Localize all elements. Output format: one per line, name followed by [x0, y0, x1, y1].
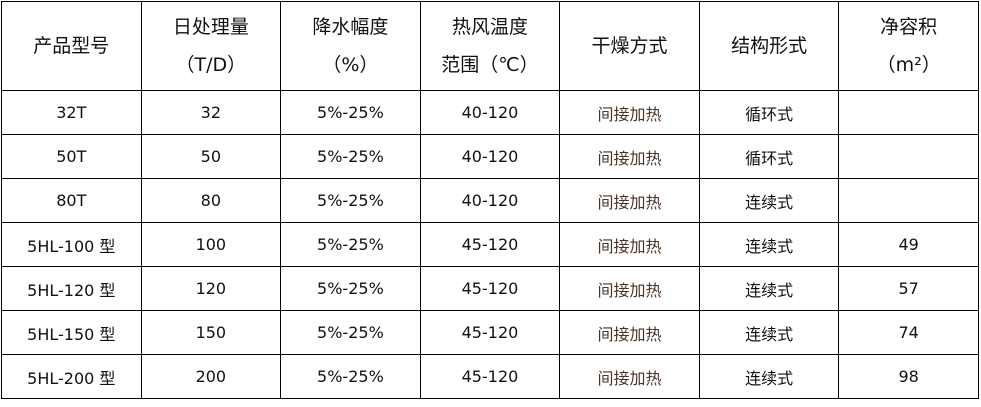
header-line2: 范围（℃）	[441, 54, 539, 76]
cell-moisture-reduction: 5%-25%	[280, 134, 421, 179]
cell-net-volume: 74	[838, 310, 979, 355]
header-structure: 结构形式	[698, 1, 840, 91]
table-row: 50T 50 5%-25% 40-120 间接加热 循环式	[1, 134, 979, 179]
cell-drying-method: 间接加热	[559, 134, 700, 179]
cell-structure: 连续式	[698, 222, 840, 267]
cell-daily-capacity: 150	[140, 310, 282, 355]
cell-moisture-reduction: 5%-25%	[280, 266, 421, 311]
cell-hot-air-temp: 40-120	[419, 90, 561, 135]
header-line1: 热风温度	[451, 16, 528, 38]
cell-moisture-reduction: 5%-25%	[280, 310, 421, 355]
cell-net-volume: 57	[838, 266, 979, 311]
cell-hot-air-temp: 45-120	[419, 266, 561, 311]
cell-net-volume	[838, 178, 979, 223]
header-row: 产品型号 日处理量 （T/D） 降水幅度 （%） 热风温度范围（℃） 干燥方式 结构形式 净容积…	[1, 1, 979, 91]
cell-model: 5HL-150 型	[1, 310, 142, 355]
cell-net-volume	[838, 134, 979, 179]
header-line1: 日处理量	[172, 16, 249, 38]
cell-daily-capacity: 80	[140, 178, 282, 223]
product-spec-table: 产品型号 日处理量 （T/D） 降水幅度 （%） 热风温度范围（℃） 干燥方式 结构形式 净容积…	[1, 1, 979, 399]
header-line2: （%）	[322, 54, 379, 76]
table-row: 5HL-100 型 100 5%-25% 45-120 间接加热 连续式 49	[1, 222, 979, 267]
table-row: 80T 80 5%-25% 40-120 间接加热 连续式	[1, 178, 979, 223]
cell-moisture-reduction: 5%-25%	[280, 90, 421, 135]
cell-hot-air-temp: 45-120	[419, 354, 561, 399]
cell-net-volume: 49	[838, 222, 979, 267]
header-model: 产品型号	[1, 1, 142, 91]
header-daily-capacity: 日处理量 （T/D）	[140, 1, 282, 91]
cell-moisture-reduction: 5%-25%	[280, 222, 421, 267]
cell-daily-capacity: 200	[140, 354, 282, 399]
cell-drying-method: 间接加热	[559, 222, 700, 267]
cell-drying-method: 间接加热	[559, 310, 700, 355]
header-line1: 净容积	[880, 16, 938, 38]
cell-drying-method: 间接加热	[559, 90, 700, 135]
cell-drying-method: 间接加热	[559, 354, 700, 399]
table-row: 5HL-120 型 120 5%-25% 45-120 间接加热 连续式 57	[1, 266, 979, 311]
cell-hot-air-temp: 45-120	[419, 222, 561, 267]
cell-daily-capacity: 32	[140, 90, 282, 135]
cell-net-volume	[838, 90, 979, 135]
cell-moisture-reduction: 5%-25%	[280, 354, 421, 399]
cell-drying-method: 间接加热	[559, 266, 700, 311]
cell-net-volume: 98	[838, 354, 979, 399]
cell-daily-capacity: 120	[140, 266, 282, 311]
header-net-volume: 净容积 （m²）	[838, 1, 979, 91]
header-line1: 干燥方式	[591, 35, 668, 57]
cell-daily-capacity: 50	[140, 134, 282, 179]
cell-hot-air-temp: 40-120	[419, 178, 561, 223]
cell-model: 80T	[1, 178, 142, 223]
table-row: 32T 32 5%-25% 40-120 间接加热 循环式	[1, 90, 979, 135]
header-line2: （m²）	[876, 54, 941, 76]
table-row: 5HL-200 型 200 5%-25% 45-120 间接加热 连续式 98	[1, 354, 979, 399]
header-line1: 降水幅度	[312, 16, 389, 38]
cell-structure: 连续式	[698, 310, 840, 355]
cell-model: 32T	[1, 90, 142, 135]
header-drying-method: 干燥方式	[559, 1, 700, 91]
cell-structure: 连续式	[698, 354, 840, 399]
cell-drying-method: 间接加热	[559, 178, 700, 223]
cell-structure: 循环式	[698, 90, 840, 135]
cell-model: 5HL-200 型	[1, 354, 142, 399]
cell-structure: 连续式	[698, 266, 840, 311]
header-line1: 产品型号	[33, 35, 110, 57]
header-line1: 结构形式	[731, 35, 808, 57]
cell-daily-capacity: 100	[140, 222, 282, 267]
cell-hot-air-temp: 45-120	[419, 310, 561, 355]
cell-model: 5HL-120 型	[1, 266, 142, 311]
header-line2: （T/D）	[175, 54, 247, 76]
header-moisture-reduction: 降水幅度 （%）	[280, 1, 421, 91]
cell-moisture-reduction: 5%-25%	[280, 178, 421, 223]
cell-model: 5HL-100 型	[1, 222, 142, 267]
cell-model: 50T	[1, 134, 142, 179]
cell-hot-air-temp: 40-120	[419, 134, 561, 179]
cell-structure: 循环式	[698, 134, 840, 179]
header-hot-air-temp: 热风温度范围（℃）	[419, 1, 561, 91]
cell-structure: 连续式	[698, 178, 840, 223]
table-row: 5HL-150 型 150 5%-25% 45-120 间接加热 连续式 74	[1, 310, 979, 355]
